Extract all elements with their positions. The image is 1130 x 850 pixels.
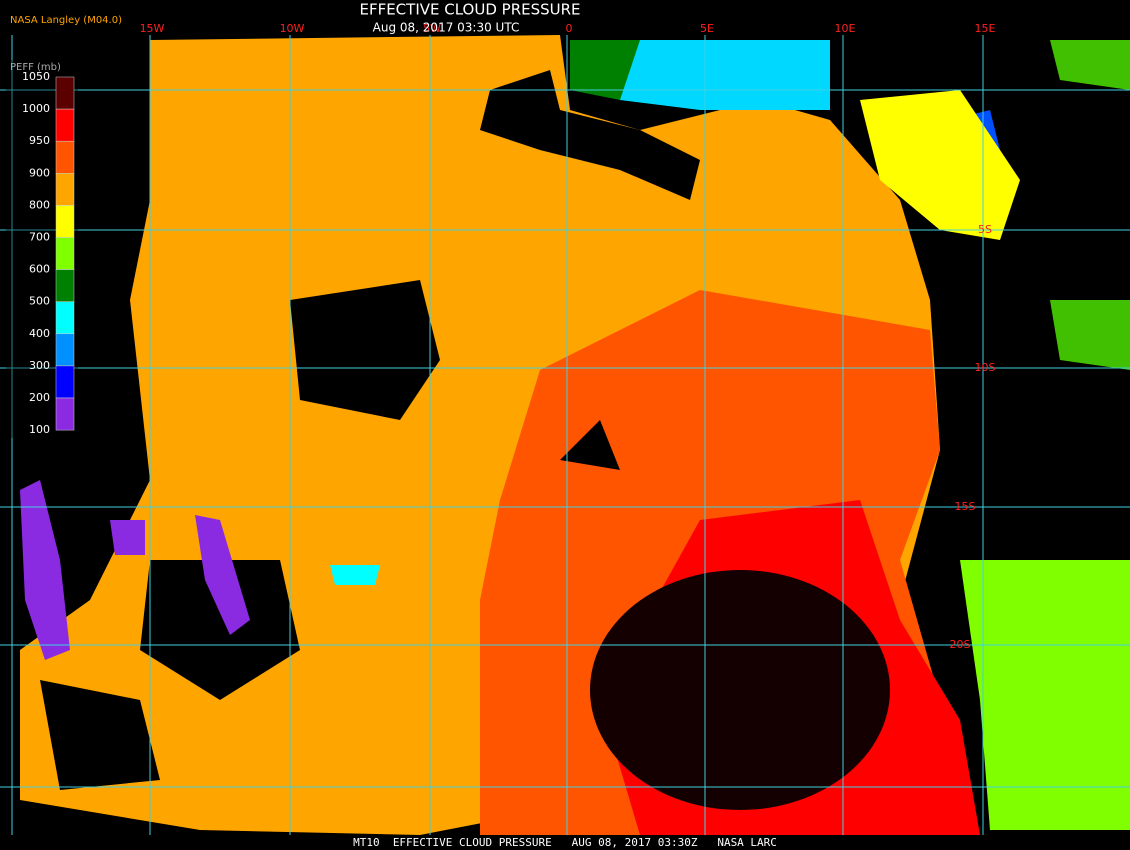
map-title: EFFECTIVE CLOUD PRESSURE <box>359 1 580 19</box>
legend-label: 900 <box>29 166 50 179</box>
legend-label: 100 <box>29 423 50 436</box>
longitude-label: 10E <box>835 22 856 35</box>
clear-area <box>480 70 700 200</box>
legend-swatch <box>55 397 75 431</box>
clear-area <box>590 570 890 810</box>
map-subtitle: Aug 08, 2017 03:30 UTC <box>373 21 520 35</box>
longitude-label: 0 <box>566 22 573 35</box>
longitude-label: 5W <box>423 22 441 35</box>
longitude-label: 5E <box>700 22 714 35</box>
footer-text: MT10 EFFECTIVE CLOUD PRESSURE AUG 08, 20… <box>353 836 777 849</box>
longitude-label: 15E <box>975 22 996 35</box>
legend-swatch <box>55 140 75 174</box>
legend-title: PEFF (mb) <box>10 62 61 73</box>
legend-swatch <box>55 301 75 335</box>
legend-label: 400 <box>29 327 50 340</box>
grid: 15W 10W 5W 0 5E 10E 15E 5S 10S 15S 20S <box>0 22 1130 835</box>
legend-swatch <box>55 237 75 270</box>
legend-swatch <box>55 108 75 142</box>
legend-swatch <box>55 333 75 367</box>
legend-label: 1000 <box>22 102 50 115</box>
longitude-label: 15W <box>140 22 165 35</box>
source-label: NASA Langley (M04.0) <box>10 15 122 26</box>
legend-swatch <box>55 205 75 238</box>
legend-swatch <box>55 173 75 206</box>
mid-cloud <box>570 40 640 100</box>
legend-label: 300 <box>29 359 50 372</box>
latitude-label: 5S <box>978 223 992 236</box>
legend-swatch <box>55 76 75 110</box>
footer-bar <box>0 835 1130 850</box>
legend-swatch <box>55 269 75 302</box>
longitude-label: 10W <box>280 22 305 35</box>
legend-swatch <box>55 365 75 399</box>
latitude-label: 10S <box>975 361 996 374</box>
legend-label: 800 <box>29 198 50 211</box>
mid-cloud <box>1050 40 1130 370</box>
high-cloud <box>20 480 250 660</box>
legend-label: 1050 <box>22 70 50 83</box>
mid-cloud <box>960 560 1130 830</box>
legend: 1050 1000 950 900 800 700 600 500 400 300 200 100 <box>6 60 78 438</box>
clear-area <box>40 280 620 790</box>
latitude-label: 15S <box>955 500 976 513</box>
legend-label: 600 <box>29 263 50 276</box>
legend-label: 950 <box>29 134 50 147</box>
legend-label: 700 <box>29 231 50 244</box>
legend-label: 500 <box>29 295 50 308</box>
mid-cloud <box>860 90 1020 240</box>
latitude-label: 20S <box>950 638 971 651</box>
legend-label: 200 <box>29 391 50 404</box>
high-cloud <box>330 565 380 585</box>
